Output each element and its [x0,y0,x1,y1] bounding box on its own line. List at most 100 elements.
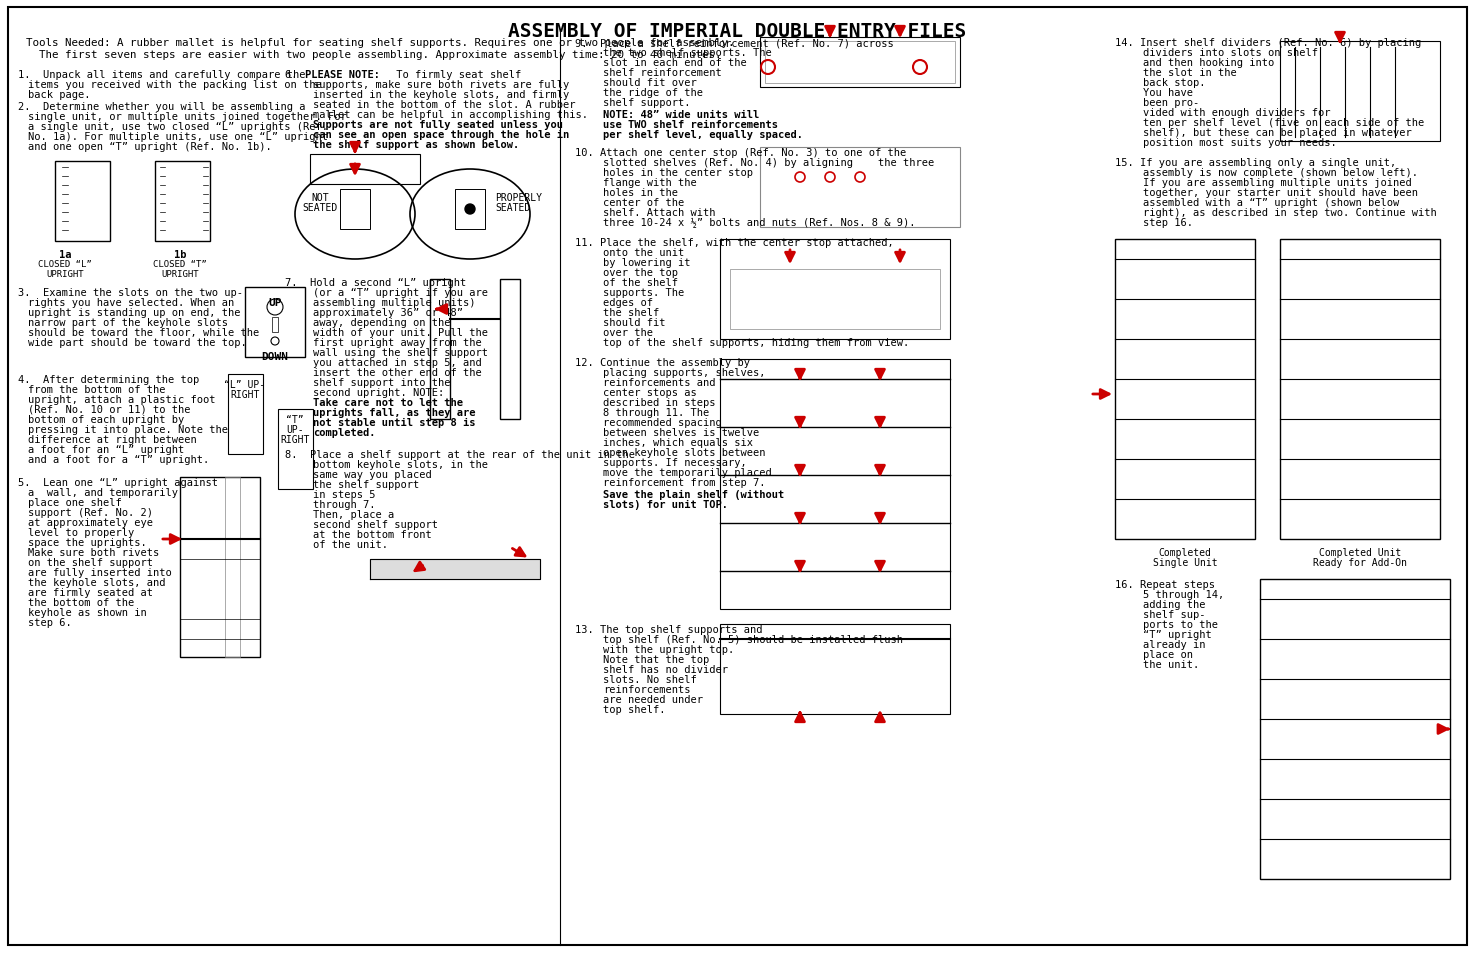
Bar [1280,42,1440,142]
Text: Ready for Add-On: Ready for Add-On [1313,558,1407,567]
Text: per shelf level, equally spaced.: per shelf level, equally spaced. [603,130,802,140]
Text: through 7.: through 7. [313,499,376,510]
Text: space the uprights.: space the uprights. [28,537,146,547]
Text: 1b: 1b [174,250,186,260]
Text: NOT: NOT [311,193,329,203]
Bar [1115,240,1255,539]
Text: should fit over: should fit over [603,78,696,88]
Text: inserted in the keyhole slots, and firmly: inserted in the keyhole slots, and firml… [313,90,569,100]
Text: reinforcement from step 7.: reinforcement from step 7. [603,477,766,488]
Text: difference at right between: difference at right between [28,435,196,444]
Text: If you are assembling multiple units joined: If you are assembling multiple units joi… [1143,178,1412,188]
Text: three 10-24 x ½” bolts and nuts (Ref. Nos. 8 & 9).: three 10-24 x ½” bolts and nuts (Ref. No… [603,218,916,228]
Bar [760,38,960,88]
Text: 9.  Place a shelf reinforcement (Ref. No. 7) across: 9. Place a shelf reinforcement (Ref. No.… [575,38,894,48]
Text: shelf sup-: shelf sup- [1143,609,1205,619]
Text: and one open “T” upright (Ref. No. 1b).: and one open “T” upright (Ref. No. 1b). [28,142,271,152]
Text: slots. No shelf: slots. No shelf [603,675,696,684]
Text: Note that the top: Note that the top [603,655,709,664]
Text: are fully inserted into: are fully inserted into [28,567,171,578]
Text: 11. Place the shelf, with the center stop attached,: 11. Place the shelf, with the center sto… [575,237,894,248]
Text: away, depending on the: away, depending on the [313,317,450,328]
Text: a single unit, use two closed “L” uprights (Ref.: a single unit, use two closed “L” uprigh… [28,122,327,132]
Text: rights you have selected. When an: rights you have selected. When an [28,297,235,308]
Text: 14. Insert shelf dividers (Ref. No. 6) by placing: 14. Insert shelf dividers (Ref. No. 6) b… [1115,38,1422,48]
Text: 3.  Examine the slots on the two up-: 3. Examine the slots on the two up- [18,288,243,297]
Text: the bottom of the: the bottom of the [28,598,134,607]
Text: seated in the bottom of the slot. A rubber: seated in the bottom of the slot. A rubb… [313,100,575,110]
Text: shelf reinforcement: shelf reinforcement [603,68,721,78]
Text: slot in each end of the: slot in each end of the [603,58,746,68]
Text: top shelf.: top shelf. [603,704,665,714]
Text: are needed under: are needed under [603,695,704,704]
Text: assembly is now complete (shown below left).: assembly is now complete (shown below le… [1143,168,1417,178]
Text: first upright away from the: first upright away from the [313,337,482,348]
Circle shape [465,205,475,214]
Text: (Ref. No. 10 or 11) to the: (Ref. No. 10 or 11) to the [28,405,190,415]
Text: supports. The: supports. The [603,288,684,297]
Text: 5.  Lean one “L” upright against: 5. Lean one “L” upright against [18,477,218,488]
Bar [500,280,521,419]
Text: and then hooking into: and then hooking into [1143,58,1274,68]
Text: 13. The top shelf supports and: 13. The top shelf supports and [575,624,763,635]
Text: and a foot for a “T” upright.: and a foot for a “T” upright. [28,455,209,464]
Text: slotted shelves (Ref. No. 4) by aligning    the three: slotted shelves (Ref. No. 4) by aligning… [603,158,934,168]
Text: top shelf (Ref. No. 5) should be installed flush: top shelf (Ref. No. 5) should be install… [603,635,903,644]
Text: 8 through 11. The: 8 through 11. The [603,408,709,417]
Text: back page.: back page. [28,90,90,100]
Text: center stops as: center stops as [603,388,696,397]
Text: should fit: should fit [603,317,665,328]
Text: Then, place a: Then, place a [313,510,394,519]
Text: the shelf: the shelf [603,308,659,317]
Bar [454,190,485,230]
Text: 1.  Unpack all items and carefully compare the: 1. Unpack all items and carefully compar… [18,70,305,80]
Text: edges of: edges of [603,297,653,308]
Bar [730,270,940,330]
Text: items you received with the packing list on the: items you received with the packing list… [28,80,322,90]
Text: level to properly: level to properly [28,527,134,537]
Text: from the bottom of the: from the bottom of the [28,385,165,395]
Text: bottom of each upright by: bottom of each upright by [28,415,184,424]
Text: over the top: over the top [603,268,678,277]
Text: Save the plain shelf (without: Save the plain shelf (without [603,490,785,499]
Text: “L” UP-: “L” UP- [224,379,266,390]
Bar [1260,579,1450,879]
Text: second shelf support: second shelf support [313,519,438,530]
Text: in steps 5: in steps 5 [313,490,376,499]
Text: UP-: UP- [286,424,304,435]
Text: step 16.: step 16. [1143,218,1193,228]
Text: described in steps: described in steps [603,397,715,408]
Text: at the bottom front: at the bottom front [313,530,432,539]
Text: insert the other end of the: insert the other end of the [313,368,482,377]
Text: RIGHT: RIGHT [280,435,310,444]
Text: keyhole as shown in: keyhole as shown in [28,607,146,618]
Text: PROPERLY: PROPERLY [496,193,541,203]
Bar [277,410,313,490]
Bar [180,477,260,658]
Text: ASSEMBLY OF IMPERIAL DOUBLE ENTRY FILES: ASSEMBLY OF IMPERIAL DOUBLE ENTRY FILES [507,22,966,41]
Text: place on: place on [1143,649,1193,659]
Text: use TWO shelf reinforcements: use TWO shelf reinforcements [603,120,777,130]
Text: upright, attach a plastic foot: upright, attach a plastic foot [28,395,215,405]
Text: 10. Attach one center stop (Ref. No. 3) to one of the: 10. Attach one center stop (Ref. No. 3) … [575,148,906,158]
Text: Take care not to let the: Take care not to let the [313,397,463,408]
Text: Completed Unit: Completed Unit [1319,547,1401,558]
Text: upright is standing up on end, the: upright is standing up on end, the [28,308,240,317]
Text: Single Unit: Single Unit [1152,558,1217,567]
Text: not stable until step 8 is: not stable until step 8 is [313,417,475,428]
Text: shelf), but these can be placed in whatever: shelf), but these can be placed in whate… [1143,128,1412,138]
Bar [766,42,954,84]
Text: flange with the: flange with the [603,178,696,188]
Text: CLOSED “L”: CLOSED “L” [38,260,91,269]
Text: shelf has no divider: shelf has no divider [603,664,729,675]
Text: open keyhole slots between: open keyhole slots between [603,448,766,457]
Bar [155,162,209,242]
Text: top of the shelf supports, hiding them from view.: top of the shelf supports, hiding them f… [603,337,909,348]
Text: the unit.: the unit. [1143,659,1199,669]
Text: supports, make sure both rivets are fully: supports, make sure both rivets are full… [313,80,569,90]
Text: slots) for unit TOP.: slots) for unit TOP. [603,499,729,510]
Bar [431,280,450,419]
Text: 4.  After determining the top: 4. After determining the top [18,375,199,385]
Text: (or a “T” upright if you are: (or a “T” upright if you are [313,288,488,297]
Bar [310,154,420,185]
